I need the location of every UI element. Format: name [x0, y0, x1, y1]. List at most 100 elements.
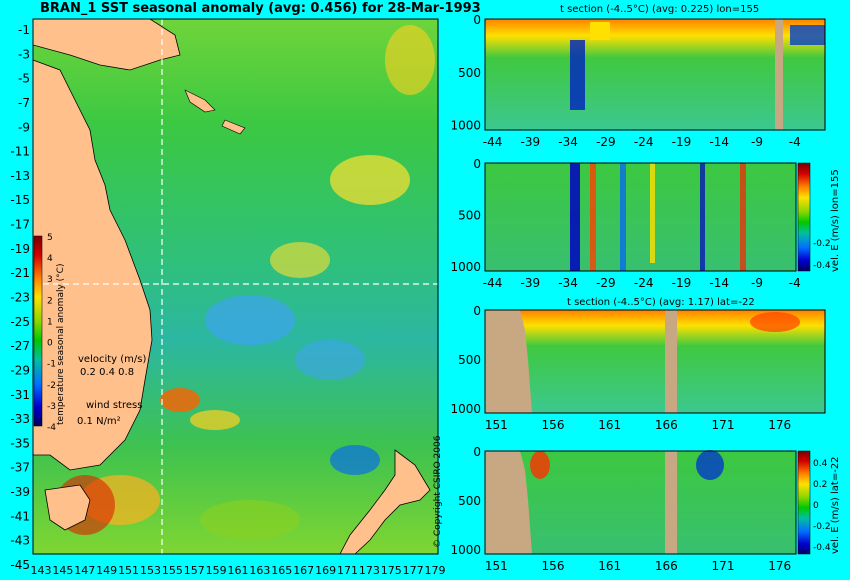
colorbar-tick-label: 5 [47, 233, 53, 243]
lat-tick-label: -37 [10, 461, 30, 475]
panel3-x-tick: 171 [712, 418, 735, 432]
panel4-cb-tick: -0.2 [813, 522, 831, 532]
panel4-colorbar [797, 450, 811, 555]
lat-tick-label: -43 [10, 534, 30, 548]
lon-tick-label: 171 [337, 564, 358, 577]
copyright-text: © Copyright CSIRO 2006 [433, 435, 443, 548]
colorbar-tick-label: -4 [47, 423, 56, 433]
colorbar-tick-label: -2 [47, 381, 56, 391]
panel4-x-tick: 161 [598, 559, 621, 573]
lon-tick-label: 155 [162, 564, 183, 577]
panel1-x-tick: -39 [521, 135, 541, 149]
lon-tick-label: 165 [271, 564, 292, 577]
colorbar-tick-label: -3 [47, 402, 56, 412]
colorbar-tick-label: 2 [47, 296, 53, 306]
panel1-x-tick: -44 [483, 135, 503, 149]
lon-tick-label: 145 [52, 564, 73, 577]
panel2-colorbar-ticks: -0.2 -0.4 [813, 239, 831, 271]
main-title: BRAN_1 SST seasonal anomaly (avg: 0.456)… [40, 1, 481, 16]
lon-tick-label: 159 [206, 564, 227, 577]
lat-tick-label: -5 [18, 72, 30, 86]
lon-tick-label: 151 [118, 564, 139, 577]
panel2-x-tick: -34 [558, 276, 578, 290]
lon-tick-label: 179 [425, 564, 446, 577]
panel4-cb-tick: 0 [813, 501, 819, 511]
panel4: 0.4 0.2 0 -0.2 -0.4 vel. E (m/s) lat=-22 [484, 450, 841, 555]
panel2-field [485, 163, 796, 271]
panel1-field [485, 19, 825, 130]
panel2-x-tick: -19 [672, 276, 692, 290]
lon-tick-label: 147 [74, 564, 95, 577]
panel1-x-tick: -14 [709, 135, 729, 149]
lon-tick-label: 143 [31, 564, 52, 577]
lat-tick-label: -17 [10, 218, 30, 232]
lon-tick-label: 173 [359, 564, 380, 577]
map-frame [32, 18, 439, 555]
lat-tick-label: -35 [10, 436, 30, 450]
lon-tick-label: 167 [293, 564, 314, 577]
map-colorbar: 5 4 3 2 1 0 -1 -2 -3 -4 temperature seasonal anom… [33, 233, 66, 433]
panel2-colorbar [797, 162, 811, 272]
panel2-cb-tick: -0.2 [813, 239, 831, 249]
lon-tick-label: 149 [96, 564, 117, 577]
panel4-y-tick: 0 [473, 445, 481, 459]
panel1 [484, 18, 826, 131]
colorbar-gradient [33, 235, 43, 427]
lon-tick-label: 175 [381, 564, 402, 577]
panel2-x-tick: -24 [634, 276, 654, 290]
lon-tick-label: 157 [184, 564, 205, 577]
lat-tick-label: -41 [10, 509, 30, 523]
map-anomaly-patches [55, 25, 435, 540]
tasmania-land [44, 484, 91, 531]
panel4-x-tick: 166 [655, 559, 678, 573]
map-lon-ticks: 143 145 147 149 151 153 155 157 159 161 163 165 167 1… [31, 564, 446, 577]
panel2-side-label: vel. E (m/s) lon=155 [830, 169, 841, 272]
panel1-x-tick: -29 [596, 135, 616, 149]
panel4-land [485, 451, 532, 554]
panel3-land [485, 310, 532, 413]
panel1-x-tick: -34 [558, 135, 578, 149]
lat-tick-label: -7 [18, 96, 30, 110]
lat-tick-label: -3 [18, 47, 30, 61]
panel3-x-tick: 161 [598, 418, 621, 432]
panel2-cb-tick: -0.4 [813, 261, 831, 271]
lat-tick-label: -31 [10, 388, 30, 402]
panel3-y-tick: 0 [473, 304, 481, 318]
velocity-legend-values: 0.2 0.4 0.8 [80, 367, 134, 378]
panel3-x-tick: 176 [768, 418, 791, 432]
velocity-legend-title: velocity (m/s) [78, 354, 146, 365]
panel4-x-tick: 171 [712, 559, 735, 573]
panel4-cb-tick: 0.4 [813, 459, 828, 469]
panel3-x-tick: 151 [485, 418, 508, 432]
wind-legend-title: wind stress [86, 400, 142, 411]
wind-legend-value: 0.1 N/m² [77, 416, 121, 427]
panel3-y-tick: 1000 [450, 402, 481, 416]
colorbar-tick-label: 4 [47, 254, 53, 264]
panel2-x-tick: -44 [483, 276, 503, 290]
colorbar-tick-label: 1 [47, 317, 53, 327]
new-zealand-land [339, 449, 431, 555]
panel4-x-tick: 151 [485, 559, 508, 573]
lat-tick-label: -11 [10, 145, 30, 159]
map-lat-ticks: -1 -3 -5 -7 -9 -11 -13 -15 -17 -19 -21 -23 -25 -27 -29… [10, 23, 30, 572]
lat-tick-label: -1 [18, 23, 30, 37]
new-guinea-land [32, 18, 181, 71]
lon-tick-label: 163 [249, 564, 270, 577]
lat-tick-label: -27 [10, 339, 30, 353]
panel4-x-tick: 156 [542, 559, 565, 573]
panel2-y-tick: 0 [473, 157, 481, 171]
colorbar-tick-label: 0 [47, 339, 53, 349]
lat-tick-label: -9 [18, 120, 30, 134]
lat-tick-label: -33 [10, 412, 30, 426]
panel2-y-tick: 1000 [450, 260, 481, 274]
panel1-x-tick: -19 [672, 135, 692, 149]
lat-tick-label: -19 [10, 242, 30, 256]
panel3-x-tick: 166 [655, 418, 678, 432]
panel1-x-tick: -24 [634, 135, 654, 149]
panel1-y-tick: 1000 [450, 119, 481, 133]
panel4-x-tick: 176 [768, 559, 791, 573]
lat-tick-label: -39 [10, 485, 30, 499]
panel1-y-tick: 0 [473, 13, 481, 27]
panel2-x-tick: -39 [521, 276, 541, 290]
